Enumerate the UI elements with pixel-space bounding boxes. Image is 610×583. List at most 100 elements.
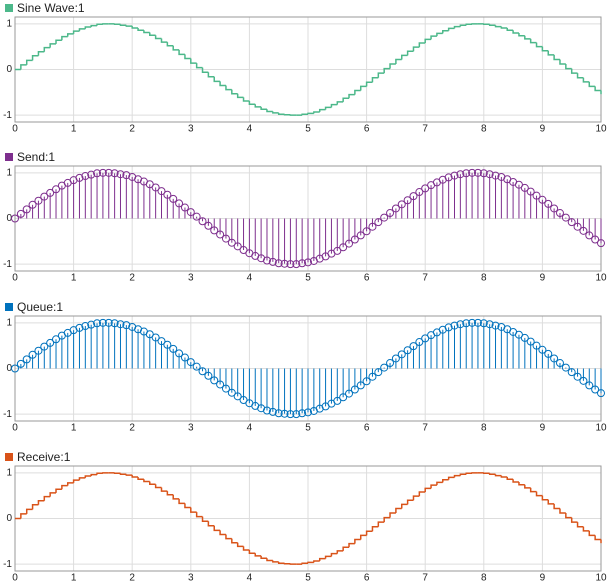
step (418, 42, 426, 48)
stem-marker (93, 319, 102, 328)
stem-marker (345, 389, 354, 398)
step (570, 517, 578, 523)
x-tick-label: 7 (422, 423, 428, 434)
stem-marker (374, 368, 383, 377)
stem-marker (397, 350, 406, 359)
step (213, 76, 221, 83)
stem-marker (368, 372, 377, 381)
step (25, 59, 33, 65)
stem-marker (34, 196, 43, 205)
step (90, 24, 98, 28)
step (541, 46, 549, 52)
step (553, 54, 560, 61)
stem-marker (374, 218, 383, 227)
step (313, 560, 320, 563)
step (371, 76, 379, 83)
stem-marker (98, 168, 107, 177)
stem-marker (579, 376, 588, 385)
step (506, 27, 514, 31)
stem-marker (16, 209, 25, 218)
step (172, 494, 180, 500)
stem-marker (485, 170, 494, 179)
x-tick-label: 6 (364, 124, 370, 135)
step (84, 475, 92, 478)
stem-marker (532, 191, 541, 200)
step (55, 488, 62, 493)
step (313, 111, 320, 114)
step (231, 89, 238, 95)
stem-marker (75, 323, 84, 332)
y-tick-label: 0 (6, 363, 12, 374)
stem-marker (573, 222, 582, 231)
step (582, 77, 590, 83)
y-tick-label: -1 (3, 409, 12, 420)
step (149, 481, 156, 486)
step (160, 38, 168, 43)
stem-marker (550, 204, 559, 213)
step (178, 498, 185, 505)
stem-marker (163, 190, 172, 199)
stem-marker (216, 380, 225, 389)
step (72, 30, 80, 34)
stem-marker (538, 345, 547, 354)
x-tick-label: 8 (481, 573, 487, 583)
step (383, 67, 391, 74)
step (424, 38, 432, 44)
stem-marker (268, 407, 277, 416)
step (119, 473, 127, 475)
stem-marker (16, 359, 25, 368)
step (535, 491, 543, 497)
y-tick-label: 1 (6, 167, 12, 178)
step (559, 508, 566, 514)
stem-marker (339, 243, 348, 252)
y-tick-label: 1 (6, 467, 12, 478)
y-tick-label: -1 (3, 559, 12, 570)
stem-marker (585, 381, 594, 390)
plot-title: Receive:1 (17, 450, 71, 464)
step (277, 561, 285, 564)
plot-panel: Sine Wave:10 1 2 3 4 5 6 7 8 9 10-101 (3, 1, 607, 134)
stem-marker (298, 409, 307, 418)
stem-marker (339, 393, 348, 402)
step (524, 35, 531, 40)
step (354, 538, 361, 544)
stem-marker (520, 183, 529, 192)
stem-marker (274, 259, 283, 268)
step (582, 526, 590, 532)
step (354, 89, 361, 95)
step (377, 72, 385, 78)
step (488, 473, 496, 475)
step (143, 30, 150, 34)
step (529, 487, 537, 493)
stem-marker (186, 208, 195, 217)
stem-marker (579, 226, 588, 235)
step (277, 112, 285, 115)
stem-marker (520, 333, 529, 342)
y-tick-label: 1 (6, 317, 12, 328)
y-tick-label: -1 (3, 259, 12, 270)
step (594, 535, 601, 541)
step (184, 503, 191, 509)
x-tick-label: 8 (481, 273, 487, 284)
stem-marker (403, 346, 412, 355)
y-tick-label: -1 (3, 110, 12, 121)
x-tick-label: 6 (364, 273, 370, 284)
step (90, 473, 98, 477)
step (37, 499, 45, 505)
step (184, 54, 191, 60)
step (154, 35, 162, 40)
step (465, 23, 473, 26)
step (389, 512, 396, 518)
x-tick-label: 2 (129, 124, 135, 135)
step (49, 492, 57, 497)
step (131, 475, 139, 478)
stem-marker (292, 260, 301, 269)
stem-marker (175, 199, 184, 208)
step (447, 476, 455, 480)
step (588, 530, 596, 537)
stem-marker (157, 337, 166, 346)
step (412, 46, 420, 52)
x-tick-label: 0 (12, 124, 18, 135)
stem-marker (350, 385, 359, 394)
stem-marker (40, 192, 49, 201)
